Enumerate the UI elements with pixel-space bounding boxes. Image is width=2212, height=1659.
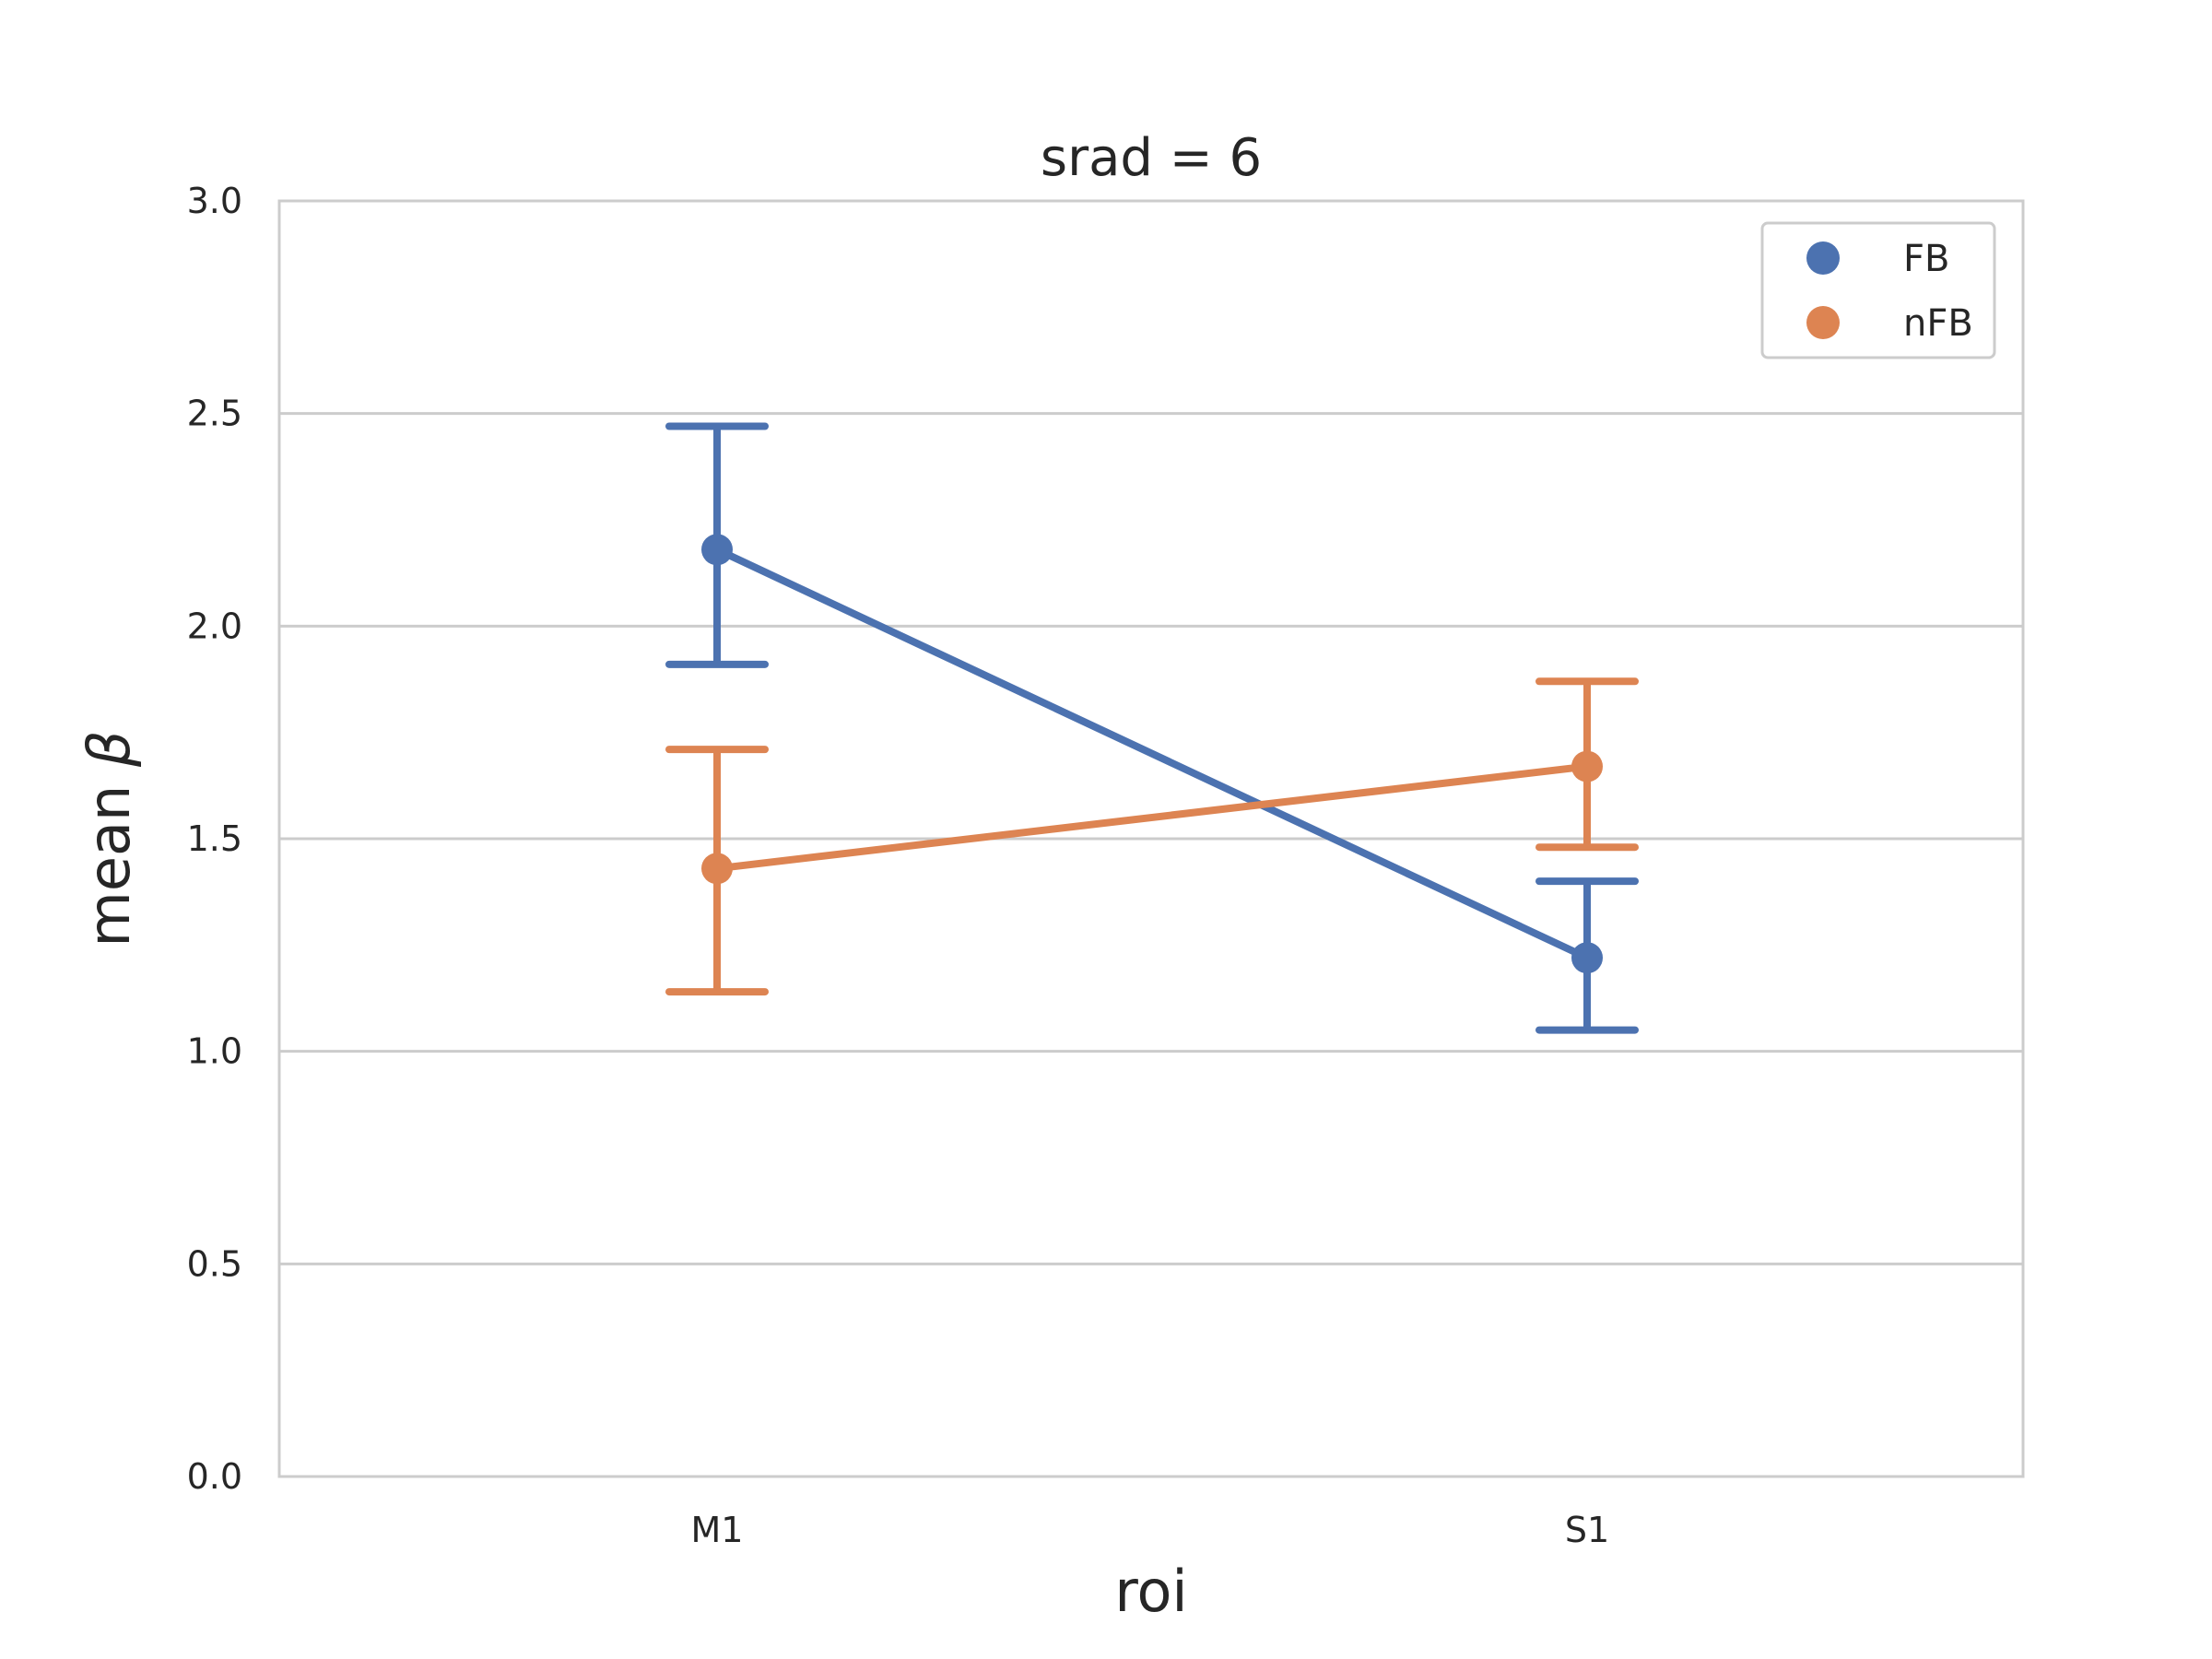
- legend: FB nFB: [1760, 221, 1996, 359]
- legend-marker-fb: [1806, 241, 1840, 275]
- x-tick-label: M1: [691, 1510, 744, 1550]
- data-point: [1571, 942, 1603, 974]
- x-axis-label: roi: [1114, 1558, 1187, 1625]
- y-axis-label-symbol: β: [76, 730, 143, 768]
- series-layer: [665, 422, 1639, 1034]
- y-tick-label: 3.0: [187, 181, 242, 221]
- y-tick-label: 0.0: [187, 1456, 242, 1497]
- y-tick-label: 2.0: [187, 606, 242, 646]
- y-tick-label: 1.0: [187, 1031, 242, 1072]
- legend-label-fb: FB: [1903, 238, 1949, 280]
- y-axis-label-text: mean: [76, 767, 143, 947]
- y-tick-label: 1.5: [187, 818, 242, 859]
- series-fb: [665, 422, 1639, 1034]
- data-point: [1571, 750, 1603, 782]
- series-nfb: [665, 677, 1639, 996]
- data-point: [701, 534, 733, 566]
- y-axis-label: mean β: [76, 730, 143, 947]
- chart-title: srad = 6: [1041, 128, 1262, 188]
- legend-marker-nfb: [1806, 306, 1840, 339]
- y-tick-label: 0.5: [187, 1243, 242, 1284]
- y-axis: 0.0 0.5 1.0 1.5 2.0 2.5 3.0: [187, 181, 242, 1497]
- y-tick-label: 2.5: [187, 394, 242, 434]
- series-line: [713, 762, 1591, 873]
- legend-label-nfb: nFB: [1903, 302, 1973, 345]
- series-line: [713, 546, 1591, 962]
- x-axis: M1 S1: [691, 1510, 1610, 1550]
- x-tick-label: S1: [1565, 1510, 1609, 1550]
- data-point: [701, 853, 733, 885]
- plot-frame: [277, 199, 2025, 1478]
- grid: [279, 412, 2023, 1265]
